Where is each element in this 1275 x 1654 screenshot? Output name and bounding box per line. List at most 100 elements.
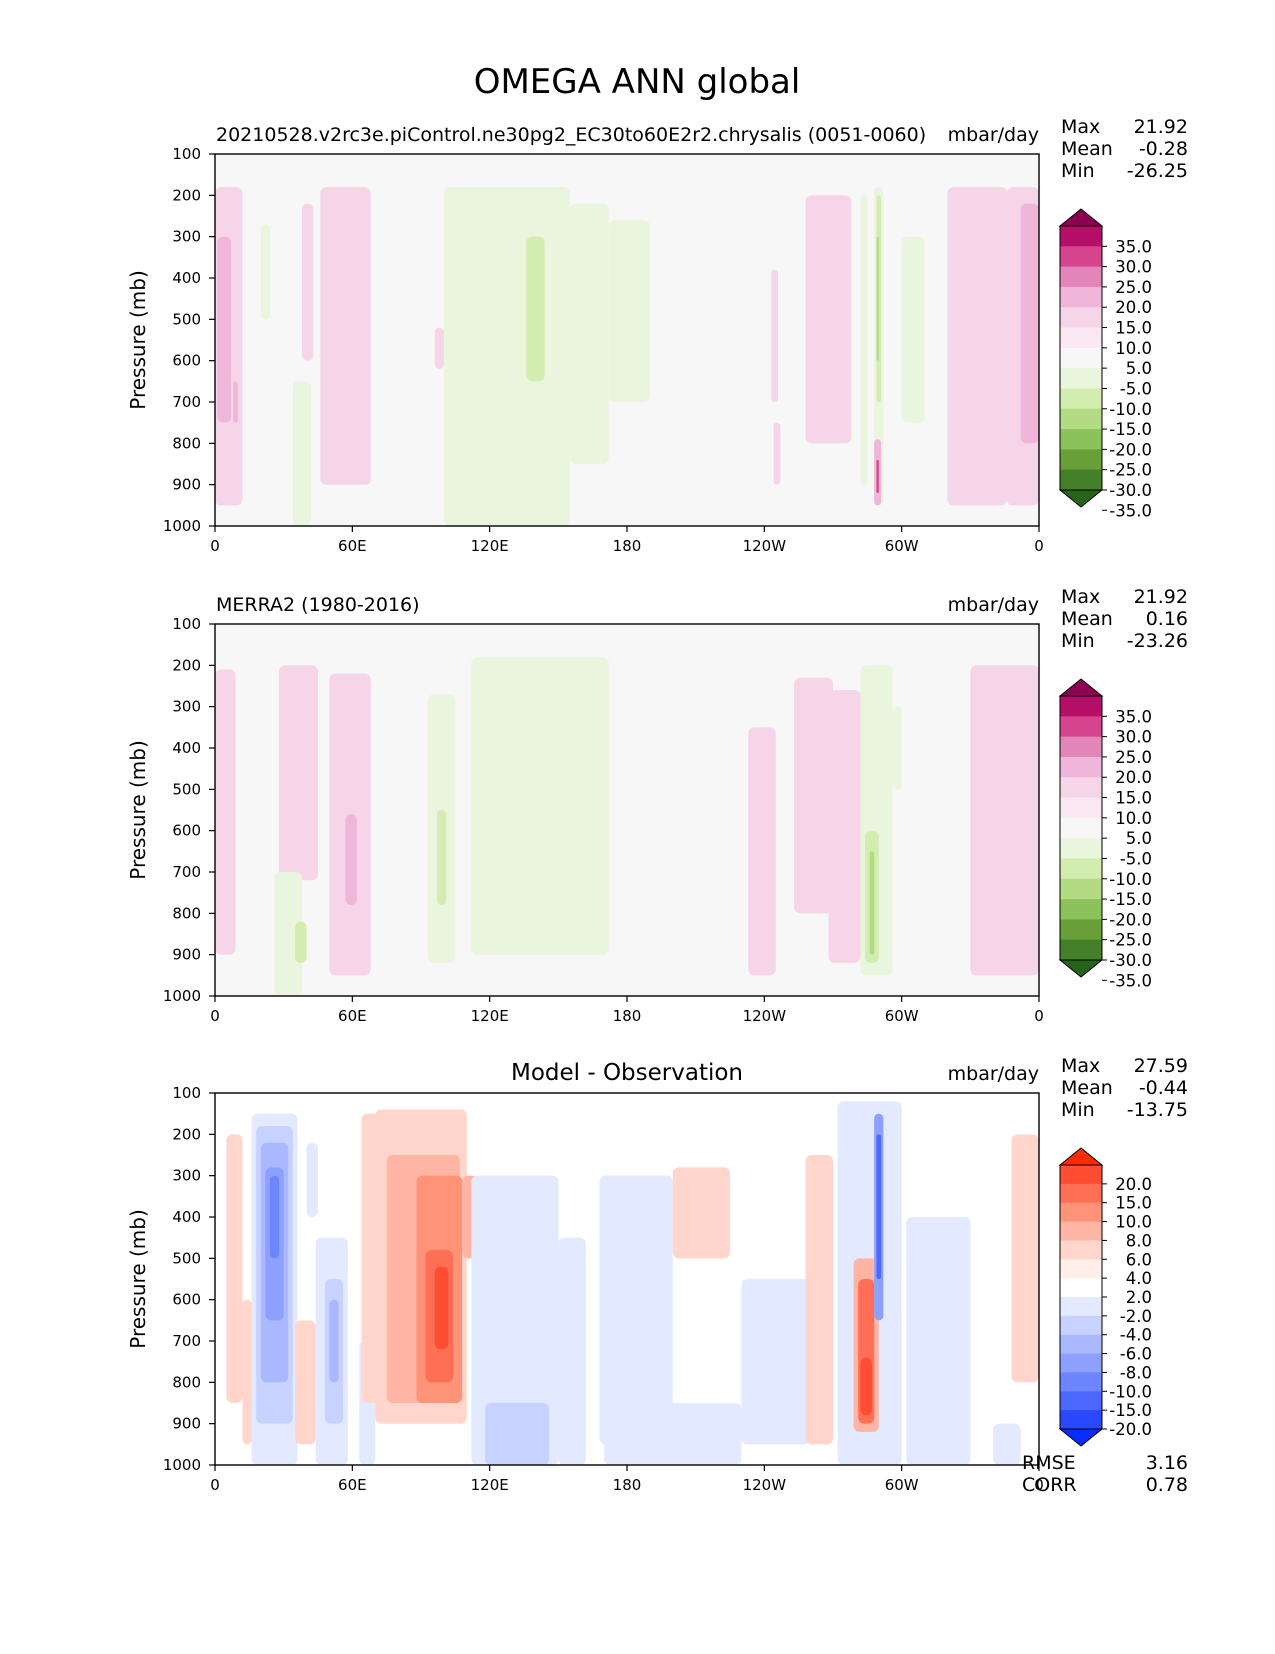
colorbar-label: 20.0 (1115, 1175, 1152, 1194)
field-region (869, 851, 875, 955)
field-region (434, 1266, 449, 1350)
x-tick-label: 120E (471, 1476, 509, 1494)
metric-label-corr: CORR (1022, 1474, 1077, 1496)
field-regions (215, 657, 1039, 996)
colorbar-segment (1060, 1278, 1102, 1298)
stat-value-mean: 0.16 (1146, 608, 1188, 630)
y-tick-label: 700 (172, 393, 201, 411)
colorbar-segment (1060, 1410, 1102, 1430)
field-region (345, 814, 357, 906)
colorbar-label: 2.0 (1126, 1288, 1152, 1307)
colorbar-label: 20.0 (1115, 768, 1152, 787)
y-tick-label: 1000 (163, 517, 201, 535)
field-region (901, 236, 925, 423)
x-tick-label: 120W (743, 537, 787, 555)
field-regions (226, 1101, 1039, 1465)
stat-label-min: Min (1061, 630, 1095, 652)
field-region (471, 1175, 559, 1465)
y-tick-label: 300 (172, 1167, 201, 1185)
y-tick-label: 500 (172, 310, 201, 328)
colorbar-label: 6.0 (1126, 1250, 1152, 1269)
colorbar-label: -10.0 (1109, 1382, 1152, 1401)
colorbar-segment (1060, 1165, 1102, 1185)
y-tick-label: 600 (172, 352, 201, 370)
y-tick-label: 1000 (163, 1456, 201, 1474)
colorbar-extend-bottom (1058, 1428, 1104, 1447)
x-tick-label: 60W (885, 1007, 919, 1025)
field-region (860, 195, 868, 485)
colorbar-label: 10.0 (1115, 809, 1152, 828)
colorbar-segment (1060, 756, 1102, 778)
colorbar: 35.0 30.025.020.0 15.010.05.0-5.0 -10.0-15.… (1058, 208, 1152, 520)
field-region (627, 1183, 664, 1341)
colorbar-label: -5.0 (1120, 379, 1152, 398)
field-region (748, 727, 776, 976)
y-tick-label: 100 (172, 1084, 201, 1102)
colorbar-segment (1060, 1372, 1102, 1392)
colorbar-label: -4.0 (1120, 1326, 1152, 1345)
field-region (1011, 1134, 1039, 1383)
stat-value-min: -23.26 (1127, 630, 1188, 652)
field-region (892, 706, 902, 790)
colorbar-label: 15.0 (1115, 789, 1152, 808)
x-tick-label: 0 (1034, 1476, 1044, 1494)
colorbar-segment (1060, 777, 1102, 799)
field-region (226, 1134, 243, 1403)
y-tick-label: 1000 (163, 987, 201, 1005)
y-tick-label: 200 (172, 1125, 201, 1143)
colorbar-label: -10.0 (1109, 400, 1152, 419)
x-tick-label: 0 (210, 1007, 220, 1025)
colorbar-label: 10.0 (1115, 1213, 1152, 1232)
field-region (906, 1217, 971, 1465)
x-tick-label: 60E (338, 1007, 367, 1025)
field-region (947, 187, 1007, 506)
field-region (295, 1320, 316, 1445)
colorbar-label: -30.0 (1109, 481, 1152, 500)
colorbar: 20.015.010.08.06.04.02.0-2.0-4.0-6.0-8.0… (1058, 1147, 1152, 1447)
stat-label-min: Min (1061, 1099, 1095, 1121)
colorbar-label: -2.0 (1120, 1307, 1152, 1326)
colorbar-label: -15.0 (1109, 890, 1152, 909)
colorbar-label: -20.0 (1109, 440, 1152, 459)
y-tick-label: 300 (172, 228, 201, 246)
field-regions (215, 187, 1039, 526)
stat-label-max: Max (1061, 116, 1100, 138)
colorbar-label: 25.0 (1115, 748, 1152, 767)
field-region (604, 1403, 742, 1465)
y-tick-label: 300 (172, 698, 201, 716)
colorbar-label: 15.0 (1115, 1194, 1152, 1213)
field-region (773, 422, 781, 485)
colorbar-segment (1060, 307, 1102, 329)
x-tick-label: 0 (1034, 1007, 1044, 1025)
x-tick-label: 60W (885, 537, 919, 555)
colorbar-label: -35.0 (1109, 501, 1152, 520)
field-region (876, 236, 879, 361)
panel-subtitle: 20210528.v2rc3e.piControl.ne30pg2_EC30to… (216, 124, 926, 146)
y-tick-label: 800 (172, 434, 201, 452)
field-region (274, 872, 302, 996)
chart-panel-1: 100 200 300 400 500 600 700 800 900 1000 0 60E 120E 1… (126, 116, 1188, 555)
y-tick-label: 100 (172, 145, 201, 163)
y-tick-label: 400 (172, 269, 201, 287)
y-tick-label: 900 (172, 476, 201, 494)
colorbar-label: 8.0 (1126, 1231, 1152, 1250)
colorbar-segment (1060, 899, 1102, 920)
field-region (320, 187, 371, 485)
colorbar-label: 35.0 (1115, 707, 1152, 726)
field-region (215, 669, 236, 955)
y-tick-label: 200 (172, 186, 201, 204)
field-region (526, 236, 545, 382)
field-region (828, 690, 861, 963)
colorbar-segment (1060, 696, 1102, 717)
x-tick-label: 180 (613, 1007, 642, 1025)
x-tick-label: 180 (613, 1476, 642, 1494)
stat-label-max: Max (1061, 586, 1100, 608)
field-region (558, 1237, 586, 1465)
field-region (805, 195, 852, 444)
colorbar-segment (1060, 878, 1102, 900)
colorbar-label: 20.0 (1115, 298, 1152, 317)
colorbar-label: 10.0 (1115, 339, 1152, 358)
stat-label-mean: Mean (1061, 1077, 1113, 1099)
colorbar-segment (1060, 817, 1102, 839)
y-tick-label: 800 (172, 1373, 201, 1391)
